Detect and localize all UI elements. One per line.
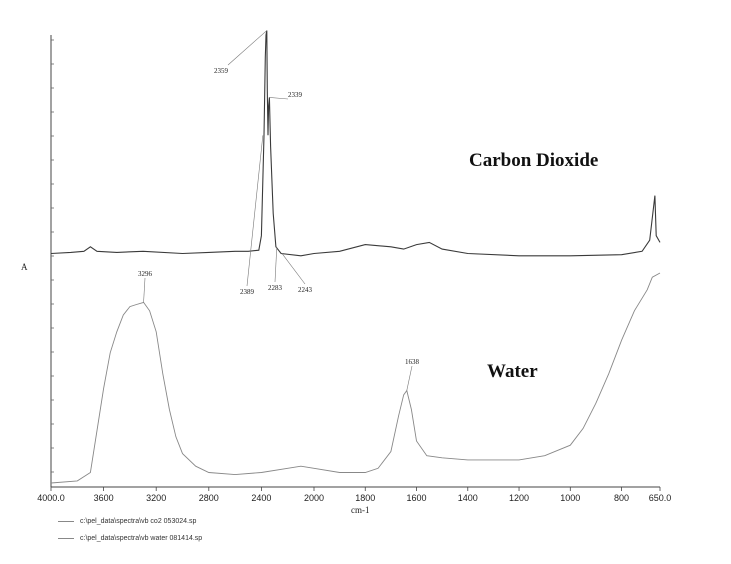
x-tick-label: 1000 <box>560 493 580 503</box>
legend-entry-water: c:\pel_data\spectra\vb water 081414.sp <box>58 535 202 542</box>
x-tick-label: 2000 <box>304 493 324 503</box>
x-tick-label: 1400 <box>458 493 478 503</box>
chart-axes <box>50 35 660 488</box>
peak-label: 2359 <box>214 67 229 75</box>
peak-leader-line <box>281 253 306 285</box>
peak-leader-line <box>246 135 264 287</box>
peak-label: 3296 <box>138 270 153 278</box>
x-tick-label: 1800 <box>355 493 375 503</box>
series-line <box>50 272 661 484</box>
legend-label: c:\pel_data\spectra\vb water 081414.sp <box>80 535 203 542</box>
peak-label: 1638 <box>405 358 420 366</box>
legend-line-swatch <box>58 521 74 522</box>
x-axis-label: cm-1 <box>351 505 370 515</box>
water-annotation: Water <box>487 361 538 382</box>
peak-label: 2243 <box>298 286 313 294</box>
x-axis-ticks: 4000.0 3600 3200 2800 2400 2000 1800 1600 1400 12… <box>37 487 671 503</box>
peak-leader-line <box>143 277 146 303</box>
y-axis-label: A <box>21 262 28 272</box>
x-tick-label: 1200 <box>509 493 529 503</box>
x-tick-label: 3200 <box>146 493 166 503</box>
x-tick-label: 650.0 <box>649 493 672 503</box>
x-tick-label: 2400 <box>251 493 271 503</box>
x-tick-label: 2800 <box>199 493 219 503</box>
peak-leader-line <box>269 97 289 100</box>
peak-leader-line <box>406 365 413 391</box>
x-tick-label: 800 <box>614 493 629 503</box>
peak-labels: 2359 2339 2389 2283 2243 3296 1638 <box>138 30 420 391</box>
legend-label: c:\pel_data\spectra\vb co2 053024.sp <box>80 518 197 525</box>
peak-leader-line <box>227 30 267 66</box>
peak-label: 2283 <box>268 284 283 292</box>
carbon-dioxide-annotation: Carbon Dioxide <box>469 150 599 171</box>
peak-leader-line <box>274 246 278 283</box>
peak-label: 2339 <box>288 91 303 99</box>
legend-entry-co2: c:\pel_data\spectra\vb co2 053024.sp <box>58 518 196 525</box>
series-line <box>50 30 661 257</box>
x-tick-label: 4000.0 <box>37 493 65 503</box>
x-tick-label: 1600 <box>407 493 427 503</box>
legend-line-swatch <box>58 538 74 539</box>
peak-label: 2389 <box>240 288 255 296</box>
spectrum-series <box>50 30 661 484</box>
x-tick-label: 3600 <box>94 493 114 503</box>
